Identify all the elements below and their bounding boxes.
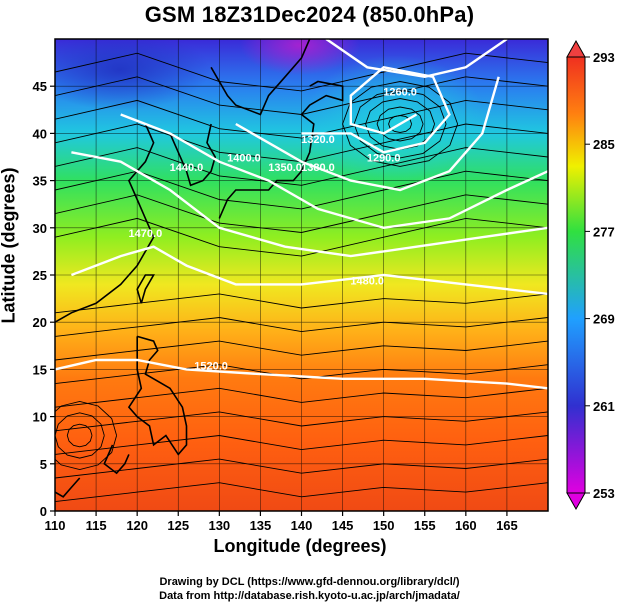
contour-label: 1480.0 [350,275,384,287]
y-axis-label: Latitude (degrees) [0,167,19,324]
y-axis-ticks: 0 5 10 15 20 25 30 35 40 45 [33,79,55,519]
x-tick-label: 165 [496,518,518,533]
streamline [55,293,548,314]
streamline [55,147,548,186]
colorbar-bottom-arrow [566,492,586,511]
colorbar-tick-label: 293 [593,50,615,65]
credit-data-source: Data from http://database.rish.kyoto-u.a… [159,590,460,602]
contour-line [301,66,451,154]
credit-drawing: Drawing by DCL (https://www.gfd-dennou.o… [159,576,460,588]
contour-label: 1350.0 [268,162,302,174]
colorbar-tick-label: 253 [593,486,615,501]
cold-core-north [240,39,360,75]
contour-label: 1260.0 [383,87,417,99]
x-tick-label: 150 [373,518,395,533]
streamline [55,387,548,408]
contour-label: 1380.0 [301,162,335,174]
x-tick-label: 115 [86,518,107,533]
streamline [55,52,548,92]
x-tick-label: 145 [332,518,354,533]
colorbar-top-arrow [566,39,586,58]
coastline-segment [103,444,130,475]
coastline-segment [210,39,311,116]
y-tick-label: 10 [33,410,47,425]
contour-line [235,76,500,192]
colorbar-tick-label: 277 [593,224,615,239]
streamline [342,81,459,167]
y-tick-label: 0 [40,504,47,519]
contour-label: 1290.0 [367,153,401,165]
contour-label: 1520.0 [194,360,228,372]
x-tick-label: 120 [126,518,148,533]
contour-label: 1470.0 [129,228,163,240]
y-tick-label: 25 [33,268,47,283]
colorbar-tick-label: 269 [593,312,615,327]
streamline [376,106,424,142]
contour-line [120,113,548,230]
streamline [55,317,548,337]
colorbar-body [566,56,586,494]
streamline [55,482,548,503]
y-tick-label: 30 [33,221,47,236]
contour-label: 1400.0 [227,153,261,165]
grid-lines [55,39,548,511]
x-tick-label: 110 [45,518,66,533]
streamline [55,76,548,115]
streamline [55,364,548,385]
x-tick-label: 130 [208,518,230,533]
colorbar: 253 261 269 277 285 293 [566,39,615,511]
y-tick-label: 20 [33,315,47,330]
streamline [365,98,436,150]
chart-title: GSM 18Z31Dec2024 (850.0hPa) [144,2,475,27]
plot-area: 1260.0 1290.0 1320.0 1350.0 1380.0 1400.0 1440… [55,39,548,511]
x-tick-label: 155 [414,518,436,533]
streamline [55,412,105,459]
x-axis-label: Longitude (degrees) [213,536,387,556]
streamline [55,435,548,455]
y-tick-label: 35 [33,174,47,189]
contour-line [71,151,548,258]
x-axis-ticks: 110 115 120 125 130 135 140 145 150 155 160 165 [45,511,518,533]
contour-line [325,39,508,79]
y-tick-label: 5 [40,457,47,472]
streamline [66,423,93,448]
x-tick-label: 140 [291,518,313,533]
streamline [55,401,118,470]
streamline [55,411,548,432]
colorbar-tick-label: 261 [593,399,615,414]
y-tick-label: 15 [33,362,47,377]
y-tick-label: 40 [33,126,47,141]
y-tick-label: 45 [33,79,47,94]
coastline-segment [55,477,81,498]
x-tick-label: 125 [167,518,189,533]
colorbar-ticks: 253 261 269 277 285 293 [585,50,615,501]
streamline [55,217,548,257]
streamline [55,458,548,479]
height-contours [55,39,548,390]
contour-label: 1320.0 [301,134,335,146]
contour-line [55,358,548,390]
streamline [55,340,548,361]
coastline-segment [127,335,188,456]
contour-labels: 1260.0 1290.0 1320.0 1350.0 1380.0 1400.0 1440… [129,87,417,373]
contour-line [70,245,548,296]
cold-air-north-west [55,39,210,110]
streamline [55,194,548,233]
contour-label: 1440.0 [170,162,204,174]
streamline [388,115,413,133]
colorbar-tick-label: 285 [593,137,615,152]
streamline [55,99,548,139]
x-tick-label: 135 [250,518,272,533]
x-tick-label: 160 [455,518,477,533]
